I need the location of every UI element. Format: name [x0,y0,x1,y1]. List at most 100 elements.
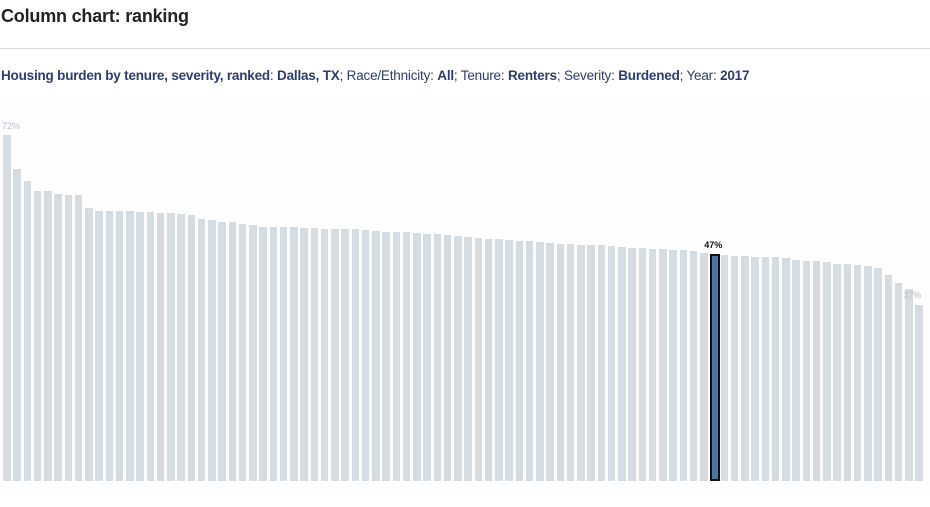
bar[interactable] [361,229,370,481]
bar[interactable] [136,212,144,481]
bar[interactable] [433,234,442,481]
bar[interactable] [187,215,196,481]
bar[interactable] [782,258,790,481]
bar[interactable] [33,190,42,481]
bar[interactable] [679,250,688,481]
bar[interactable] [884,274,893,481]
bar[interactable] [648,248,657,481]
bar[interactable] [505,239,513,481]
bar[interactable] [628,247,636,481]
highlight-value-label: 47% [704,240,723,251]
bar[interactable] [218,221,226,481]
bar[interactable] [864,265,872,481]
bar[interactable] [74,195,83,481]
bar[interactable] [525,240,534,481]
bar[interactable] [64,195,73,481]
bar[interactable] [587,245,595,481]
place-value: Dallas, TX [277,68,340,83]
bar[interactable] [3,135,11,481]
bar[interactable] [546,243,554,481]
bar[interactable] [915,304,923,481]
bar[interactable] [443,235,452,481]
bar[interactable] [290,227,298,481]
bar[interactable] [44,190,52,481]
bar[interactable] [310,228,319,481]
bar[interactable] [13,169,21,481]
bar[interactable] [454,236,462,481]
bar[interactable] [474,238,483,481]
bar[interactable] [351,229,360,481]
highlighted-bar[interactable] [710,254,720,481]
bar[interactable] [751,256,759,481]
bar[interactable] [823,262,831,481]
bar[interactable] [720,255,729,481]
bar[interactable] [515,240,524,481]
bar[interactable] [659,249,667,481]
bar[interactable] [536,242,544,481]
bar[interactable] [669,249,677,481]
bar[interactable] [905,289,913,481]
bar[interactable] [638,248,647,481]
bar[interactable] [833,263,841,481]
chart-subtitle: Housing burden by tenure, severity, rank… [1,68,749,83]
bar[interactable] [566,244,575,481]
bar[interactable] [249,224,257,481]
bar[interactable] [402,232,411,481]
bar[interactable] [843,263,852,481]
bar[interactable] [115,211,124,481]
bar[interactable] [300,228,308,481]
bar[interactable] [167,213,175,481]
bar[interactable] [495,238,503,481]
bar[interactable] [177,214,185,481]
tenure-label: ; Tenure: [453,68,508,83]
column-chart: 72% 47% 37% [0,95,930,495]
bar[interactable] [95,211,103,481]
bar[interactable] [197,218,206,481]
bar[interactable] [894,282,903,481]
bar[interactable] [423,234,431,481]
bar[interactable] [597,245,606,481]
max-value-label: 72% [2,121,21,132]
bar[interactable] [85,208,93,481]
bar[interactable] [607,246,616,481]
bar[interactable] [730,255,739,481]
bar[interactable] [228,222,237,481]
bar[interactable] [771,257,780,481]
bar[interactable] [156,213,165,481]
bar[interactable] [700,252,708,481]
page-title: Column chart: ranking [1,6,189,26]
bar[interactable] [23,181,32,481]
bar[interactable] [853,265,862,481]
bar[interactable] [484,238,493,481]
bar[interactable] [105,211,114,481]
bar[interactable] [741,255,749,481]
bar[interactable] [413,233,421,481]
bar[interactable] [464,236,472,481]
bar[interactable] [792,259,800,481]
bar[interactable] [54,193,62,481]
bar[interactable] [279,227,288,481]
bar[interactable] [238,224,247,481]
bar[interactable] [761,257,770,481]
bar[interactable] [689,251,698,481]
bar[interactable] [618,247,626,481]
bar[interactable] [802,260,811,481]
bar[interactable] [556,243,565,481]
bar[interactable] [874,268,882,481]
bar[interactable] [382,231,390,481]
bar[interactable] [341,229,349,481]
bar[interactable] [126,211,134,481]
bar[interactable] [320,228,329,481]
bar[interactable] [372,231,380,481]
bar[interactable] [577,244,585,481]
min-value-label: 37% [903,289,922,300]
bar[interactable] [392,231,401,481]
race-value: All [437,68,454,83]
bar[interactable] [269,227,278,481]
bar[interactable] [146,212,155,481]
bar[interactable] [812,260,821,481]
divider [0,48,930,49]
bar[interactable] [331,229,339,481]
bar[interactable] [208,220,216,481]
bar[interactable] [259,226,267,481]
